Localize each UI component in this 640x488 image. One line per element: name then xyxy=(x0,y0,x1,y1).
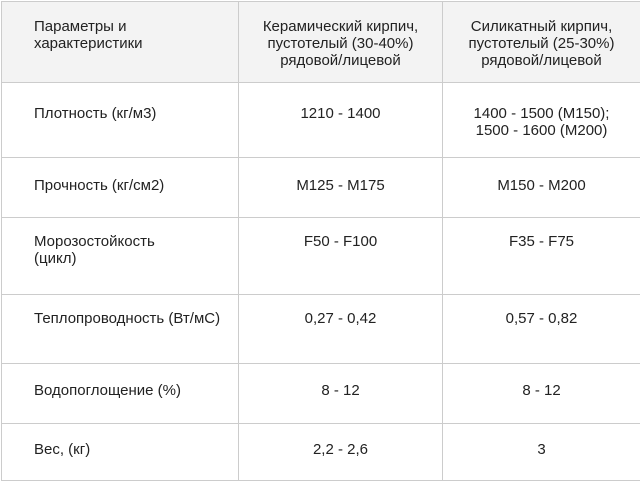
silicate-cell: М150 - М200 xyxy=(443,158,640,218)
table-row-density: Плотность (кг/м3) 1210 - 1400 1400 - 150… xyxy=(2,83,640,158)
ceramic-value: 0,27 - 0,42 xyxy=(243,310,438,327)
table-row-weight: Вес, (кг) 2,2 - 2,6 3 xyxy=(2,424,640,481)
ceramic-cell: F50 - F100 xyxy=(239,218,443,295)
header-silicate-line: рядовой/лицевой xyxy=(447,52,636,69)
param-cell: Прочность (кг/см2) xyxy=(2,158,239,218)
header-ceramic-line: Керамический кирпич, xyxy=(243,18,438,35)
header-ceramic-line: пустотелый (30-40%) xyxy=(243,35,438,52)
silicate-cell: 3 xyxy=(443,424,640,481)
param-label: Теплопроводность (Вт/мС) xyxy=(34,310,230,327)
header-cell-param: Параметры и характеристики xyxy=(2,2,239,83)
ceramic-cell: 8 - 12 xyxy=(239,364,443,424)
silicate-cell: 8 - 12 xyxy=(443,364,640,424)
ceramic-cell: 2,2 - 2,6 xyxy=(239,424,443,481)
ceramic-value: 1210 - 1400 xyxy=(243,105,438,122)
header-cell-silicate: Силикатный кирпич, пустотелый (25-30%) р… xyxy=(443,2,640,83)
ceramic-cell: М125 - М175 xyxy=(239,158,443,218)
silicate-value: 8 - 12 xyxy=(447,382,636,399)
param-label: Плотность (кг/м3) xyxy=(34,105,230,122)
ceramic-cell: 1210 - 1400 xyxy=(239,83,443,158)
table-header-row: Параметры и характеристики Керамический … xyxy=(2,2,640,83)
silicate-value-line: 1400 - 1500 (М150); xyxy=(447,105,636,122)
table-row-strength: Прочность (кг/см2) М125 - М175 М150 - М2… xyxy=(2,158,640,218)
param-cell: Вес, (кг) xyxy=(2,424,239,481)
silicate-value-line: 1500 - 1600 (М200) xyxy=(447,122,636,139)
param-cell: Морозостойкость (цикл) xyxy=(2,218,239,295)
ceramic-value: 2,2 - 2,6 xyxy=(243,441,438,458)
ceramic-value: 8 - 12 xyxy=(243,382,438,399)
header-ceramic-line: рядовой/лицевой xyxy=(243,52,438,69)
table-row-thermal: Теплопроводность (Вт/мС) 0,27 - 0,42 0,5… xyxy=(2,295,640,364)
param-label: Морозостойкость (цикл) xyxy=(34,233,194,267)
silicate-value: 0,57 - 0,82 xyxy=(447,310,636,327)
header-silicate-line: Силикатный кирпич, xyxy=(447,18,636,35)
silicate-value: М150 - М200 xyxy=(447,177,636,194)
header-cell-ceramic: Керамический кирпич, пустотелый (30-40%)… xyxy=(239,2,443,83)
silicate-value: F35 - F75 xyxy=(447,233,636,250)
silicate-cell: 1400 - 1500 (М150); 1500 - 1600 (М200) xyxy=(443,83,640,158)
header-param-text: Параметры и характеристики xyxy=(34,18,184,52)
table-row-water: Водопоглощение (%) 8 - 12 8 - 12 xyxy=(2,364,640,424)
silicate-cell: 0,57 - 0,82 xyxy=(443,295,640,364)
ceramic-value: F50 - F100 xyxy=(243,233,438,250)
ceramic-cell: 0,27 - 0,42 xyxy=(239,295,443,364)
param-label: Водопоглощение (%) xyxy=(34,382,230,399)
param-cell: Водопоглощение (%) xyxy=(2,364,239,424)
header-silicate-line: пустотелый (25-30%) xyxy=(447,35,636,52)
param-label: Прочность (кг/см2) xyxy=(34,177,230,194)
param-cell: Плотность (кг/м3) xyxy=(2,83,239,158)
silicate-value: 3 xyxy=(447,441,636,458)
table-row-frost: Морозостойкость (цикл) F50 - F100 F35 - … xyxy=(2,218,640,295)
param-label: Вес, (кг) xyxy=(34,441,230,458)
param-cell: Теплопроводность (Вт/мС) xyxy=(2,295,239,364)
ceramic-value: М125 - М175 xyxy=(243,177,438,194)
silicate-cell: F35 - F75 xyxy=(443,218,640,295)
